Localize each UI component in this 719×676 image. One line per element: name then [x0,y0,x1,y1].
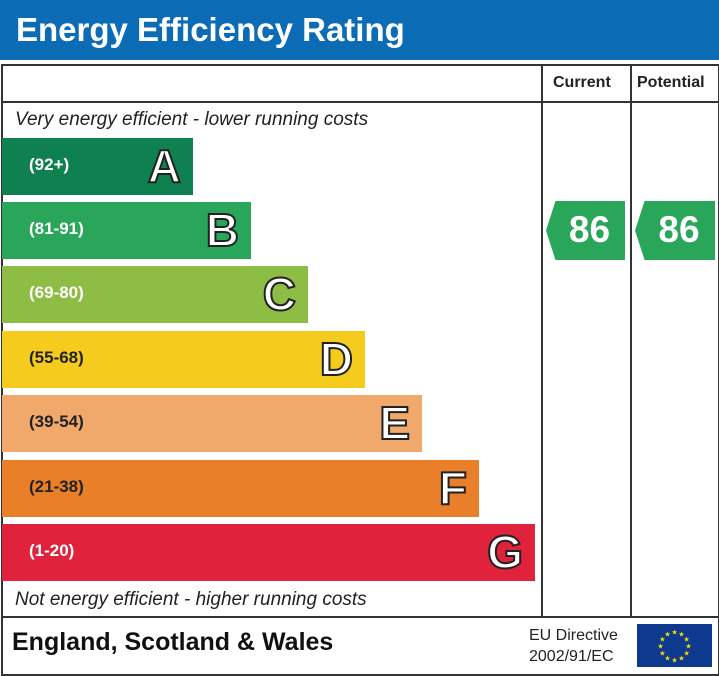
svg-text:★: ★ [685,643,691,651]
band-range: (55-68) [29,348,84,367]
band-letter: F [438,461,468,515]
svg-text:★: ★ [664,630,670,638]
svg-text:★: ★ [657,643,663,651]
band-letter: A [147,139,182,193]
footer-divider [1,616,718,618]
svg-text:★: ★ [664,655,670,663]
svg-text:★: ★ [683,650,689,658]
band-c: (69-80) C [2,266,308,323]
column-header-current: Current [553,74,611,91]
potential-rating-arrow: 86 [635,201,715,260]
column-header-potential: Potential [637,74,705,91]
band-range: (92+) [29,155,70,174]
band-letter: B [205,203,240,257]
svg-text:★: ★ [678,655,684,663]
band-range: (39-54) [29,412,84,431]
potential-rating-value: 86 [658,209,700,250]
region-label: England, Scotland & Wales [12,628,334,656]
svg-text:★: ★ [659,636,665,644]
current-rating-arrow: 86 [546,201,625,260]
header-bar: Energy Efficiency Rating [0,0,719,60]
directive-line1: EU Directive [529,627,618,644]
band-letter: E [378,396,411,450]
svg-text:★: ★ [671,657,677,665]
band-g: (1-20) G [2,524,535,581]
band-d: (55-68) D [2,331,365,388]
directive-line2: 2002/91/EC [529,648,614,665]
band-range: (81-91) [29,219,84,238]
svg-text:★: ★ [671,629,677,637]
current-rating-value: 86 [568,209,611,250]
band-e: (39-54) E [2,395,422,452]
svg-text:★: ★ [683,636,689,644]
band-range: (69-80) [29,283,84,302]
svg-text:★: ★ [678,630,684,638]
svg-text:★: ★ [659,650,665,658]
band-letter: C [262,267,297,321]
band-letter: G [486,525,524,579]
top-note: Very energy efficient - lower running co… [15,109,369,130]
band-a: (92+) A [2,138,193,195]
band-letter: D [319,332,354,386]
column-divider [541,64,543,617]
bottom-note: Not energy efficient - higher running co… [15,589,367,610]
band-f: (21-38) F [2,460,479,517]
chart-title: Energy Efficiency Rating [16,11,405,48]
band-range: (21-38) [29,477,84,496]
header-divider [1,101,718,103]
column-divider [630,64,632,617]
band-range: (1-20) [29,541,75,560]
eu-flag-icon: ★★★★★★★★★ ★ ★★ [637,624,712,667]
band-b: (81-91) B [2,202,251,259]
